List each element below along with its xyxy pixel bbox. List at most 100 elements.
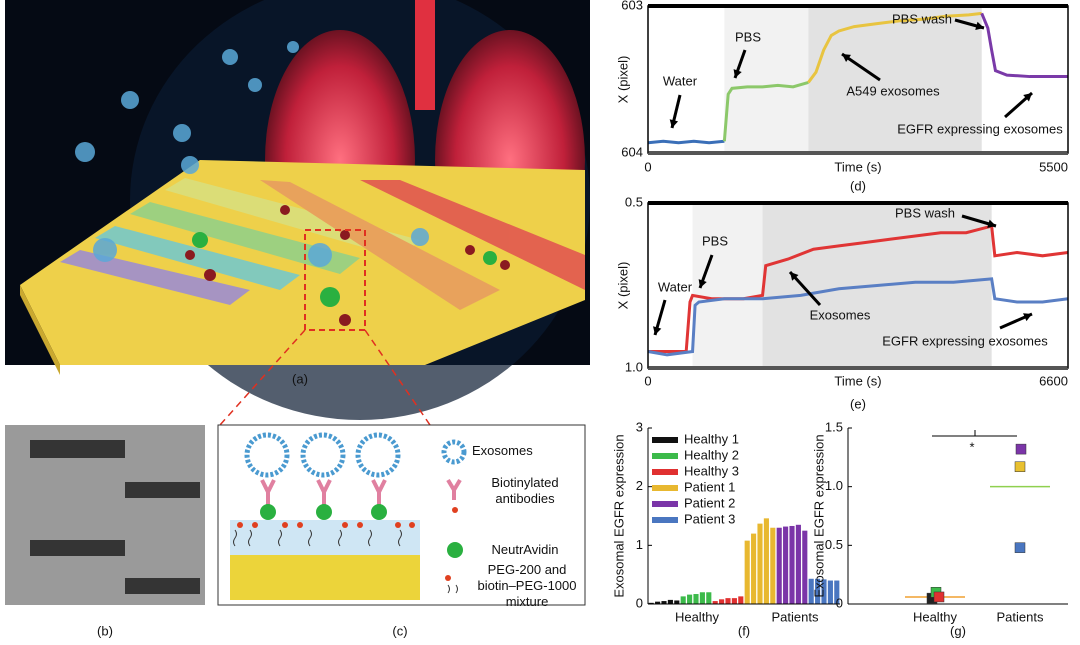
bar (680, 596, 686, 604)
legend-label: Patient 1 (684, 479, 735, 494)
bar (744, 540, 750, 604)
zoom-line (219, 329, 306, 426)
y-tick-label: 1.0 (625, 359, 643, 374)
bar (699, 592, 705, 604)
legend-swatch (652, 437, 678, 443)
shaded-region (724, 6, 809, 153)
annotation: A549 exosomes (846, 83, 940, 98)
bar (712, 601, 718, 604)
bar (763, 518, 769, 604)
panel-label: (g) (950, 623, 966, 638)
data-line (648, 224, 1069, 353)
y-tick-label: 1.5 (825, 419, 843, 434)
bar (687, 594, 693, 604)
x-tick-label: Healthy (913, 609, 958, 624)
bar (661, 601, 667, 604)
schematic (217, 424, 586, 606)
bar (738, 596, 744, 604)
panel-label: (e) (850, 396, 866, 411)
legend-label: Healthy 2 (684, 447, 739, 462)
illustration (5, 0, 590, 420)
y-axis-label: X (pixel) (615, 262, 630, 310)
arrow-head (733, 69, 742, 78)
y-tick-label: 2 (636, 478, 643, 493)
bar (655, 601, 661, 604)
y-axis-label: Exosomal EGFR expression (611, 434, 626, 597)
bar (815, 578, 821, 604)
x-tick-label: 0 (644, 373, 651, 388)
panel-label: (f) (738, 623, 750, 638)
bar (731, 598, 737, 604)
bar (719, 599, 725, 604)
annotation: PBS (735, 29, 761, 44)
bar (725, 598, 731, 604)
arrow-head (842, 54, 851, 63)
data-line (980, 12, 1068, 79)
arrow-head (987, 219, 996, 228)
y-tick-label: 0.5 (625, 194, 643, 209)
annotation: Water (663, 73, 698, 88)
y-tick-label: 3 (636, 419, 643, 434)
legend-label: Patient 3 (684, 511, 735, 526)
arrow-head (790, 272, 799, 281)
legend-label: Patient 2 (684, 495, 735, 510)
marker (1014, 542, 1026, 553)
annotation: PBS wash (892, 11, 952, 26)
data-line (807, 11, 982, 84)
y-tick-label: 0.5 (825, 537, 843, 552)
legend-swatch (652, 501, 678, 507)
x-axis-label: Time (s) (834, 373, 881, 388)
marker (933, 591, 945, 603)
legend-swatch (652, 453, 678, 459)
bar (808, 578, 814, 604)
bar (776, 527, 782, 604)
legend-swatch (652, 485, 678, 491)
annotation: EGFR expressing exosomes (897, 121, 1063, 136)
arrow-head (975, 21, 984, 31)
x-tick-label: Patients (997, 609, 1044, 624)
arrow-head (1023, 313, 1032, 322)
panel-label: (a) (292, 371, 308, 386)
annotation: PBS (702, 233, 728, 248)
y-tick-label: 0 (836, 595, 843, 610)
bar (693, 594, 699, 604)
annotation: PBS wash (895, 205, 955, 220)
y-axis-label: Exosomal EGFR expression (811, 434, 826, 597)
bar (827, 580, 833, 604)
annotation: EGFR expressing exosomes (882, 333, 1048, 348)
x-group-label: Healthy (675, 609, 720, 624)
y-axis-label: X (pixel) (615, 56, 630, 104)
marker (1014, 461, 1026, 472)
legend-text: PEG-200 and biotin–PEG-1000 mixture (477, 562, 577, 609)
micrograph (5, 425, 205, 605)
legend-swatch (652, 469, 678, 475)
annotation: Water (658, 279, 693, 294)
bar (834, 580, 840, 604)
bar (821, 579, 827, 604)
legend-swatch (652, 517, 678, 523)
panel-label: (d) (850, 178, 866, 193)
x-tick-label: 5500 (1039, 159, 1068, 174)
bar (751, 533, 757, 604)
panel-label: (c) (392, 623, 407, 638)
shaded-region (692, 203, 763, 368)
data-line (722, 80, 809, 142)
bar (770, 527, 776, 604)
x-axis-label: Time (s) (834, 159, 881, 174)
bar (667, 599, 673, 604)
bar (802, 530, 808, 604)
panel-label: (b) (97, 623, 113, 638)
annotation: Exosomes (810, 307, 871, 322)
y-tick-label: 0 (636, 595, 643, 610)
y-tick-label: 1.0 (825, 478, 843, 493)
data-line (647, 139, 725, 145)
arrow-head (669, 119, 679, 128)
x-tick-label: 6600 (1039, 373, 1068, 388)
significance: * (969, 439, 974, 454)
marker (1015, 443, 1027, 455)
bar (795, 524, 801, 604)
bar (706, 592, 712, 604)
x-group-label: Patients (772, 609, 819, 624)
bar (674, 600, 680, 604)
